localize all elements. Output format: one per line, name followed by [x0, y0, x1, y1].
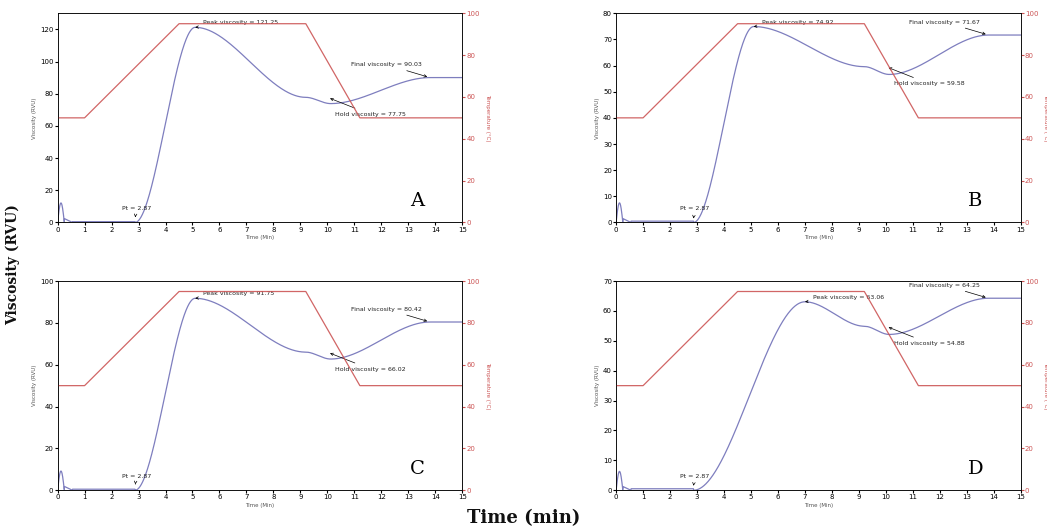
Text: Final viscosity = 80.42: Final viscosity = 80.42	[351, 306, 426, 322]
Text: Pt = 2.87: Pt = 2.87	[681, 474, 709, 485]
Text: Hold viscosity = 54.88: Hold viscosity = 54.88	[889, 328, 964, 346]
X-axis label: Time (Min): Time (Min)	[245, 503, 274, 508]
Y-axis label: Viscosity (RVU): Viscosity (RVU)	[32, 97, 37, 138]
Text: Peak viscosity = 91.75: Peak viscosity = 91.75	[196, 292, 274, 299]
Text: Pt = 2.87: Pt = 2.87	[121, 206, 151, 217]
Text: A: A	[409, 192, 424, 210]
Text: C: C	[409, 460, 425, 478]
X-axis label: Time (Min): Time (Min)	[245, 235, 274, 241]
Text: Hold viscosity = 59.58: Hold viscosity = 59.58	[889, 68, 964, 86]
Text: Final viscosity = 71.67: Final viscosity = 71.67	[910, 20, 985, 34]
Text: Time (min): Time (min)	[467, 509, 580, 527]
Y-axis label: Temperature (°C): Temperature (°C)	[1043, 94, 1047, 142]
Text: Peak viscosity = 63.06: Peak viscosity = 63.06	[806, 295, 885, 303]
X-axis label: Time (Min): Time (Min)	[804, 503, 833, 508]
Text: Final viscosity = 90.03: Final viscosity = 90.03	[351, 62, 426, 77]
Y-axis label: Temperature (°C): Temperature (°C)	[485, 362, 490, 409]
Y-axis label: Viscosity (RVU): Viscosity (RVU)	[595, 97, 600, 138]
Text: B: B	[968, 192, 982, 210]
X-axis label: Time (Min): Time (Min)	[804, 235, 833, 241]
Text: Final viscosity = 64.25: Final viscosity = 64.25	[910, 283, 985, 298]
Text: Pt = 2.87: Pt = 2.87	[121, 474, 151, 484]
Text: Hold viscosity = 77.75: Hold viscosity = 77.75	[331, 99, 406, 117]
Y-axis label: Viscosity (RVU): Viscosity (RVU)	[32, 365, 37, 407]
Text: Hold viscosity = 66.02: Hold viscosity = 66.02	[331, 353, 406, 372]
Text: Pt = 2.87: Pt = 2.87	[681, 206, 709, 218]
Y-axis label: Temperature (°C): Temperature (°C)	[485, 94, 490, 142]
Text: Peak viscosity = 121.25: Peak viscosity = 121.25	[196, 20, 279, 28]
Text: Peak viscosity = 74.92: Peak viscosity = 74.92	[755, 20, 833, 28]
Text: Viscosity (RVU): Viscosity (RVU)	[5, 205, 20, 325]
Text: D: D	[968, 460, 984, 478]
Y-axis label: Temperature (°C): Temperature (°C)	[1043, 362, 1047, 409]
Y-axis label: Viscosity (RVU): Viscosity (RVU)	[595, 365, 600, 407]
